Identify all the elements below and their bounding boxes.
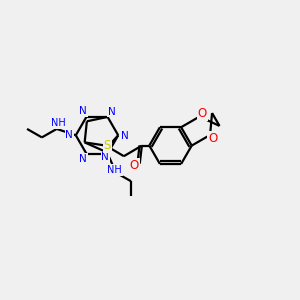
Text: NH: NH — [107, 165, 122, 175]
Text: NH: NH — [51, 118, 66, 128]
Text: N: N — [101, 152, 109, 162]
Text: N: N — [65, 130, 73, 140]
Text: N: N — [108, 106, 116, 117]
Text: N: N — [121, 131, 128, 141]
Text: O: O — [198, 106, 207, 120]
Text: S: S — [103, 139, 111, 152]
Text: O: O — [208, 132, 217, 145]
Text: N: N — [79, 106, 87, 116]
Text: O: O — [130, 159, 139, 172]
Text: N: N — [79, 154, 87, 164]
